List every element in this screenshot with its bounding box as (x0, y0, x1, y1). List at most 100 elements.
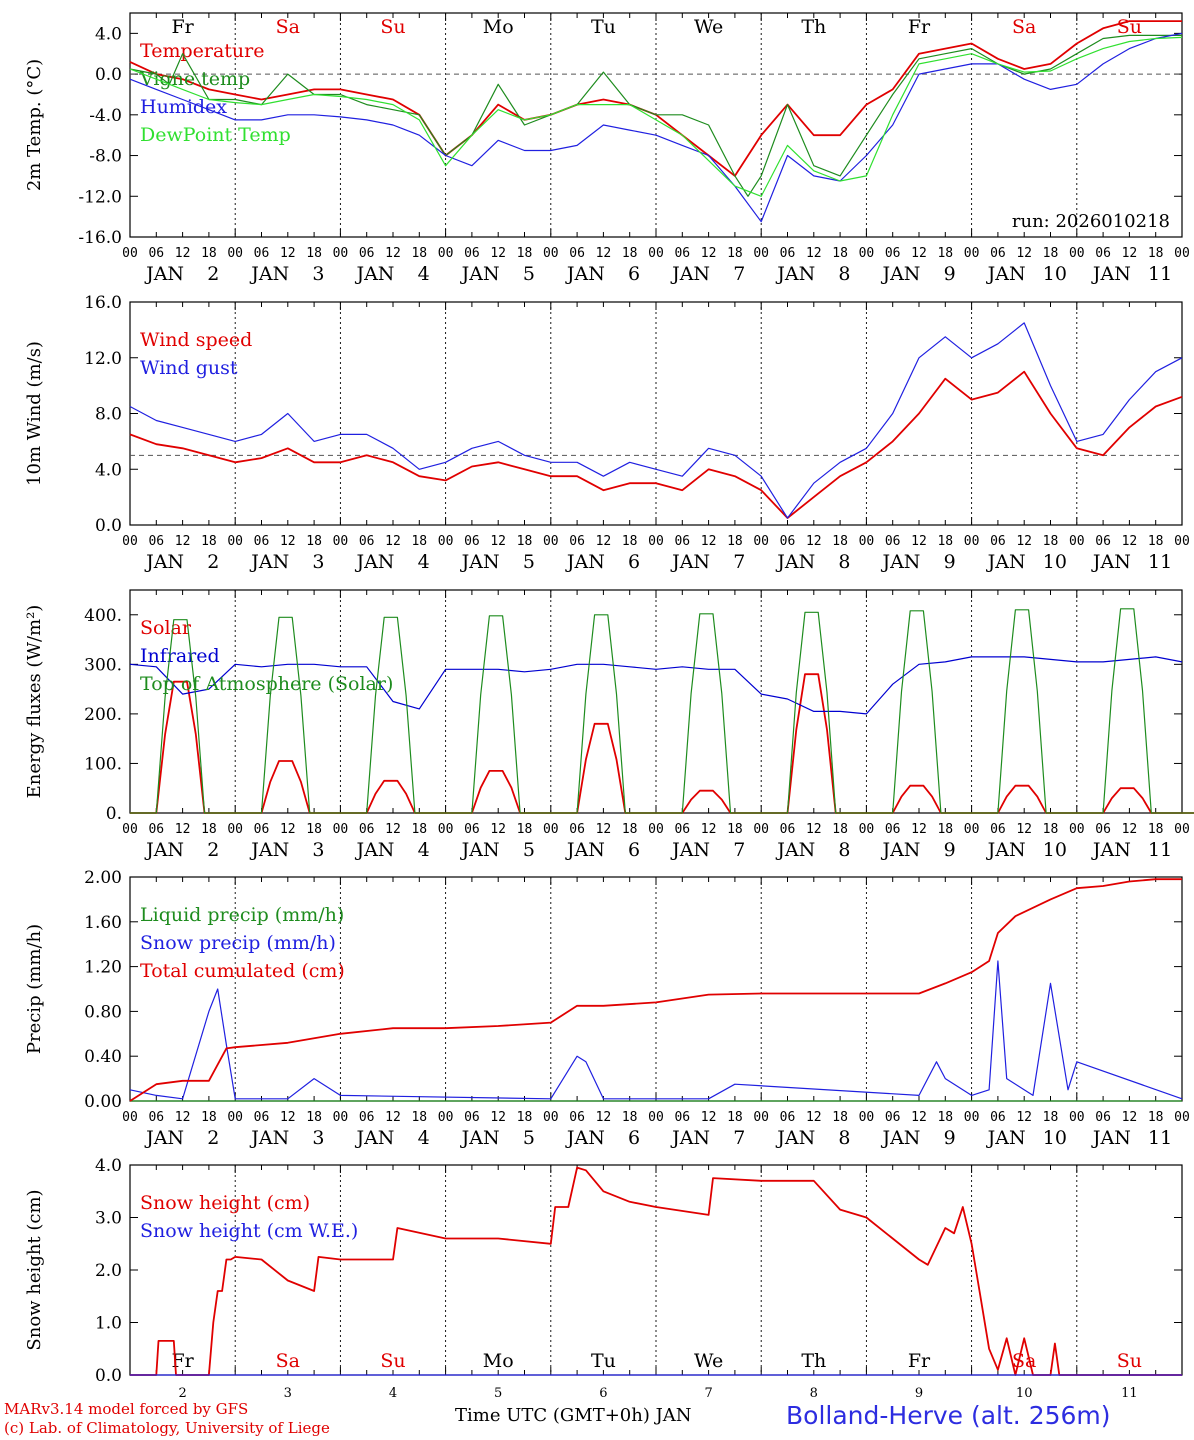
day-label: 4 (418, 839, 430, 861)
weekday-label: Sa (1012, 16, 1036, 38)
hour-tick-label: 00 (648, 1110, 664, 1125)
hour-tick-label: 12 (385, 246, 401, 261)
hour-tick-label: 12 (911, 534, 927, 549)
hour-tick-label: 12 (596, 822, 612, 837)
day-label: 6 (628, 263, 640, 285)
day-label: 3 (312, 1127, 324, 1149)
hour-tick-label: 18 (937, 1110, 953, 1125)
hour-tick-label: 18 (727, 1110, 743, 1125)
hour-tick-label: 18 (832, 534, 848, 549)
hour-tick-label: 12 (490, 246, 506, 261)
weekday-label: Sa (1012, 1350, 1036, 1372)
legend-entry: Wind speed (140, 329, 252, 351)
day-number-label: 7 (704, 1386, 712, 1401)
day-label: 2 (207, 551, 219, 573)
hour-tick-label: 18 (727, 822, 743, 837)
weekday-label: Su (380, 1350, 405, 1372)
weekday-label: Sa (276, 16, 300, 38)
month-label: JAN (670, 551, 710, 573)
hour-tick-label: 06 (359, 246, 375, 261)
hour-tick-label: 18 (1043, 534, 1059, 549)
model-label: MARv3.14 model forced by GFS (4, 1400, 249, 1418)
month-label: JAN (670, 1127, 710, 1149)
hour-tick-label: 12 (1016, 246, 1032, 261)
y-tick-label: 2.00 (84, 868, 122, 888)
y-tick-label: 2.0 (95, 1261, 122, 1281)
hour-tick-label: 12 (490, 534, 506, 549)
month-label: JAN (880, 839, 920, 861)
month-label: JAN (144, 839, 184, 861)
day-label: 8 (838, 551, 850, 573)
hour-tick-label: 00 (438, 822, 454, 837)
hour-tick-label: 12 (806, 246, 822, 261)
hour-tick-label: 00 (122, 1110, 138, 1125)
day-label: 8 (838, 263, 850, 285)
y-tick-label: 0.00 (84, 1092, 122, 1112)
month-label: JAN (1091, 551, 1131, 573)
day-label: 5 (523, 1127, 535, 1149)
hour-tick-label: 18 (622, 534, 638, 549)
hour-tick-label: 06 (990, 534, 1006, 549)
month-label: JAN (986, 1127, 1026, 1149)
hour-tick-label: 06 (990, 246, 1006, 261)
day-label: 4 (418, 263, 430, 285)
hour-tick-label: 00 (1174, 822, 1190, 837)
day-label: 10 (1043, 551, 1067, 573)
hour-tick-label: 12 (175, 822, 191, 837)
hour-tick-label: 06 (1095, 534, 1111, 549)
weekday-label: Th (801, 16, 826, 38)
day-number-label: 5 (494, 1386, 502, 1401)
panel-wind: 16.0 12.0 8.0 4.0 0.0 10m Wind (m/s) 00 06 12 18 0… (24, 293, 1190, 573)
hour-tick-label: 00 (543, 1110, 559, 1125)
hour-tick-label: 12 (490, 822, 506, 837)
hour-tick-label: 00 (753, 822, 769, 837)
y-tick-label: 0.0 (95, 1366, 122, 1386)
y-tick-label: 0.0 (95, 65, 122, 85)
hour-tick-label: 06 (464, 822, 480, 837)
weekday-label: Sa (276, 1350, 300, 1372)
y-axis-label: Precip (mm/h) (24, 924, 45, 1054)
weekday-label: Mo (483, 1350, 514, 1372)
legend-entry: Temperature (140, 40, 264, 62)
y-tick-label: 0. (106, 804, 122, 824)
hour-tick-label: 18 (832, 246, 848, 261)
y-tick-label: -8.0 (89, 147, 122, 167)
station-label: Bolland-Herve (alt. 256m) (786, 1401, 1111, 1430)
hour-tick-label: 00 (964, 822, 980, 837)
hour-tick-label: 18 (411, 822, 427, 837)
hour-tick-label: 06 (569, 822, 585, 837)
month-label: JAN (670, 263, 710, 285)
series-line-wind-speed (129, 370, 1183, 519)
month-label: JAN (460, 263, 500, 285)
month-label: JAN (460, 1127, 500, 1149)
legend-entry: DewPoint Temp (140, 124, 291, 146)
hour-tick-label: 06 (254, 246, 270, 261)
y-tick-label: -12.0 (78, 187, 122, 207)
hour-tick-label: 00 (1174, 246, 1190, 261)
hour-tick-label: 18 (622, 246, 638, 261)
hour-tick-label: 00 (1069, 534, 1085, 549)
panel-energy: 400. 300. 200. 100. 0. Energy fluxes (W/m²) 00… (24, 589, 1194, 861)
month-label: JAN (460, 551, 500, 573)
hour-tick-label: 06 (359, 822, 375, 837)
y-tick-label: 8.0 (95, 405, 122, 425)
hour-tick-label: 18 (1148, 1110, 1164, 1125)
month-label: JAN (1091, 1127, 1131, 1149)
hour-tick-label: 12 (1122, 822, 1138, 837)
weekday-label: Tu (591, 16, 616, 38)
month-label: JAN (565, 839, 605, 861)
hour-tick-label: 18 (517, 246, 533, 261)
hour-tick-label: 12 (911, 1110, 927, 1125)
hour-tick-label: 06 (254, 534, 270, 549)
hour-tick-label: 06 (885, 822, 901, 837)
panel-precip: 2.00 1.60 1.20 0.80 0.40 0.00 Precip (mm/h) 00 0… (24, 868, 1190, 1149)
day-label: 11 (1148, 1127, 1172, 1149)
hour-tick-label: 00 (333, 822, 349, 837)
day-label: 11 (1148, 839, 1172, 861)
y-axis-label: 2m Temp. (°C) (24, 59, 45, 191)
hour-tick-label: 00 (227, 1110, 243, 1125)
month-label: JAN (249, 551, 289, 573)
hour-tick-label: 00 (964, 534, 980, 549)
month-label: JAN (986, 263, 1026, 285)
legend-entry: Solar (140, 617, 192, 639)
